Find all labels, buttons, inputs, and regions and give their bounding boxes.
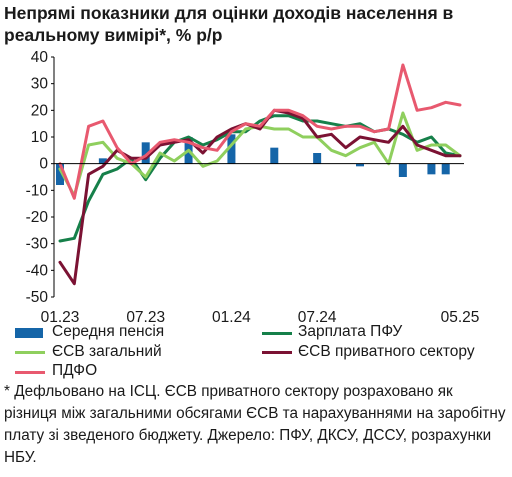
series-line-3	[58, 63, 462, 200]
y-tick-label: -50	[26, 289, 49, 306]
legend-swatch-salary-pfu	[262, 332, 292, 335]
bar-pension-04.23	[98, 158, 107, 164]
bar-pension-04.24	[270, 147, 279, 164]
y-tick-label: -40	[26, 262, 49, 279]
y-tick-label: 20	[31, 102, 49, 119]
y-tick-label: 0	[39, 156, 48, 173]
x-tick-label: 05.25	[441, 309, 480, 326]
legend-label-esv-total: ЄСВ загальний	[52, 343, 162, 360]
legend-swatch-esv-private	[262, 351, 292, 354]
legend-label-pension: Середня пенсія	[52, 323, 165, 340]
bar-pension-10.24	[356, 163, 364, 167]
y-tick-label: -30	[26, 236, 49, 253]
chart-title: Непрямі показники для оцінки доходів нас…	[4, 3, 454, 45]
x-tick-label: 01.24	[212, 309, 251, 326]
legend-label-pdfo: ПДФО	[52, 362, 98, 379]
legend-swatch-pension	[15, 328, 43, 338]
series-line-2	[58, 108, 462, 286]
y-tick-label: 10	[31, 129, 49, 146]
bar-pension-01.24	[227, 134, 236, 164]
footnote: * Дефльовано на ІСЦ. ЄСВ приватного сект…	[4, 383, 506, 466]
bar-pension-07.23	[141, 142, 150, 164]
y-tick-label: -20	[26, 209, 49, 226]
y-tick-label: 40	[31, 49, 49, 66]
bar-pension-03.25	[427, 163, 436, 175]
series-line-0	[58, 114, 462, 243]
bar-pension-07.24	[313, 153, 322, 164]
bar-pension-01.23	[56, 163, 64, 185]
x-tick-label: 07.24	[298, 309, 337, 326]
y-tick-label: 30	[31, 76, 49, 93]
legend-label-esv-private: ЄСВ приватного сектору	[298, 343, 475, 360]
legend-label-salary-pfu: Зарплата ПФУ	[298, 323, 403, 340]
y-tick-label: -10	[26, 182, 49, 199]
legend-swatch-pdfo	[15, 371, 45, 374]
x-tick-label: 01.23	[41, 309, 80, 326]
legend-swatch-esv-total	[15, 351, 45, 354]
bar-pension-04.25	[441, 163, 450, 175]
x-tick-label: 07.23	[126, 309, 165, 326]
bar-pension-01.25	[398, 163, 407, 177]
